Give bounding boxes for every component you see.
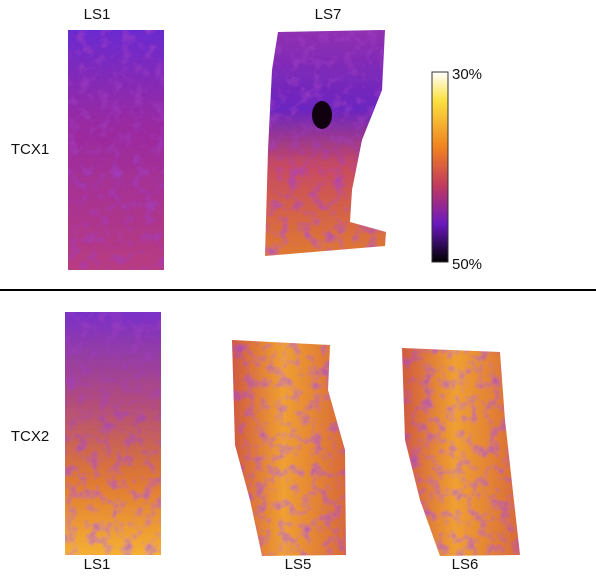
colorbar-label: 50% bbox=[452, 256, 482, 273]
heatmap bbox=[232, 340, 346, 556]
column-label: LS5 bbox=[285, 556, 312, 573]
heatmap bbox=[68, 30, 164, 270]
row-label: TCX1 bbox=[11, 141, 49, 158]
row-label: TCX2 bbox=[11, 428, 49, 445]
heatmap bbox=[65, 312, 161, 555]
heatmap bbox=[402, 348, 520, 556]
heatmap bbox=[265, 30, 386, 256]
column-label: LS6 bbox=[452, 556, 479, 573]
colorbar bbox=[431, 71, 449, 263]
colorbar-label: 30% bbox=[452, 66, 482, 83]
column-label: LS7 bbox=[315, 6, 342, 23]
column-label: LS1 bbox=[84, 6, 111, 23]
column-label: LS1 bbox=[84, 556, 111, 573]
dark-spot bbox=[312, 101, 332, 129]
